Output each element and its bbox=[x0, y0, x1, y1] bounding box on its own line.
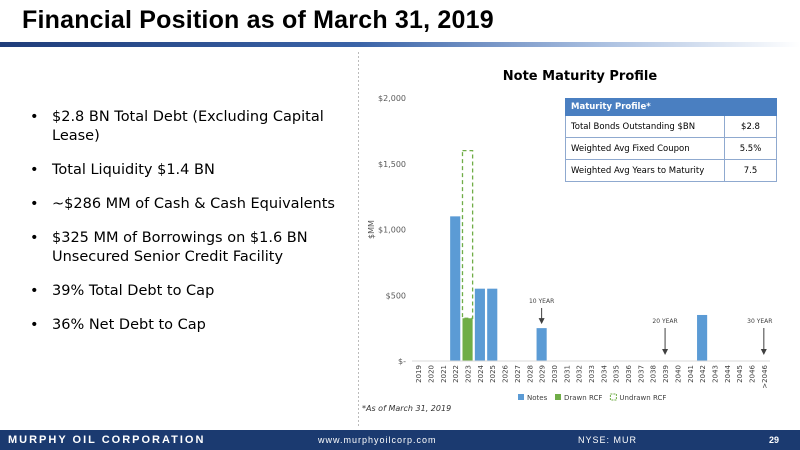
chart-title: Note Maturity Profile bbox=[503, 69, 658, 84]
maturity-profile-table: Maturity Profile* Total Bonds Outstandin… bbox=[565, 98, 777, 182]
bullet-total-debt: $2.8 BN Total Debt (Excluding Capital Le… bbox=[28, 108, 358, 146]
footer-website-link[interactable]: www.murphyoilcorp.com bbox=[318, 435, 437, 445]
table-row-label: Weighted Avg Fixed Coupon bbox=[565, 137, 725, 160]
bullet-borrowings: $325 MM of Borrowings on $1.6 BN Unsecur… bbox=[28, 229, 358, 267]
bar-notes bbox=[536, 328, 547, 361]
x-tick-label: 2042 bbox=[699, 365, 707, 383]
footer-brand: MURPHY OIL CORPORATION bbox=[8, 434, 206, 446]
table-row: Total Bonds Outstanding $BN $2.8 bbox=[565, 115, 777, 138]
y-tick-label: $500 bbox=[386, 291, 406, 300]
bar-undrawn-rcf bbox=[461, 149, 474, 319]
x-tick-label: 2027 bbox=[514, 365, 522, 383]
y-tick-label: $1,500 bbox=[378, 160, 406, 169]
y-axis-label: $MM bbox=[367, 220, 376, 239]
table-row-label: Total Bonds Outstanding $BN bbox=[565, 115, 725, 138]
y-tick-label: $- bbox=[398, 357, 406, 366]
footnote: *As of March 31, 2019 bbox=[362, 404, 452, 413]
maturity-table-header: Maturity Profile* bbox=[565, 98, 777, 116]
bar-notes bbox=[474, 288, 485, 361]
table-row-value: 5.5% bbox=[724, 137, 777, 160]
legend-label: Notes bbox=[527, 394, 548, 402]
y-tick-label: $2,000 bbox=[378, 94, 406, 103]
legend-swatch bbox=[518, 394, 524, 400]
x-tick-label: 2028 bbox=[526, 365, 534, 383]
title-divider bbox=[0, 42, 800, 47]
footer-bar: MURPHY OIL CORPORATION www.murphyoilcorp… bbox=[0, 430, 800, 450]
bullet-liquidity: Total Liquidity $1.4 BN bbox=[28, 161, 358, 180]
x-tick-label: 2033 bbox=[588, 365, 596, 383]
page-number: 29 bbox=[769, 435, 780, 445]
legend-swatch bbox=[555, 394, 561, 400]
table-row-label: Weighted Avg Years to Maturity bbox=[565, 159, 725, 182]
bullet-debt-to-cap: 39% Total Debt to Cap bbox=[28, 282, 358, 301]
x-tick-label: 2032 bbox=[576, 365, 584, 383]
x-tick-label: 2031 bbox=[563, 365, 571, 383]
x-tick-label: 2038 bbox=[650, 365, 658, 383]
bullet-cash: ~$286 MM of Cash & Cash Equivalents bbox=[28, 195, 358, 214]
x-tick-label: 2041 bbox=[687, 365, 695, 383]
table-row-value: $2.8 bbox=[724, 115, 777, 138]
x-tick-label: >2046 bbox=[761, 364, 769, 388]
x-tick-label: 2040 bbox=[674, 365, 682, 383]
x-tick-label: 2023 bbox=[465, 365, 473, 383]
annotation-label: 20 YEAR bbox=[652, 318, 677, 325]
bar-drawn-rcf bbox=[462, 318, 473, 361]
page-title: Financial Position as of March 31, 2019 bbox=[22, 6, 494, 34]
x-tick-label: 2037 bbox=[637, 365, 645, 383]
bar-notes bbox=[450, 216, 461, 361]
bullet-list: $2.8 BN Total Debt (Excluding Capital Le… bbox=[28, 108, 358, 350]
chart-divider bbox=[358, 52, 359, 427]
annotation-arrow-head bbox=[760, 349, 767, 355]
bar-notes bbox=[697, 314, 708, 361]
bar-notes bbox=[487, 288, 498, 361]
x-tick-label: 2035 bbox=[613, 365, 621, 383]
x-tick-label: 2034 bbox=[600, 364, 608, 382]
footer-ticker: NYSE: MUR bbox=[578, 435, 638, 445]
table-row: Weighted Avg Fixed Coupon 5.5% bbox=[565, 137, 777, 160]
x-tick-label: 2020 bbox=[428, 365, 436, 383]
legend-label: Drawn RCF bbox=[564, 394, 602, 402]
x-tick-label: 2025 bbox=[489, 365, 497, 383]
x-tick-label: 2039 bbox=[662, 365, 670, 383]
annotation-arrow-head bbox=[662, 349, 669, 355]
x-tick-label: 2030 bbox=[551, 365, 559, 383]
x-tick-label: 2045 bbox=[736, 365, 744, 383]
x-tick-label: 2021 bbox=[440, 365, 448, 383]
table-row: Weighted Avg Years to Maturity 7.5 bbox=[565, 159, 777, 182]
x-tick-label: 2022 bbox=[452, 365, 460, 383]
x-tick-label: 2046 bbox=[748, 364, 756, 382]
legend-label: Undrawn RCF bbox=[619, 394, 666, 402]
x-tick-label: 2036 bbox=[625, 364, 633, 382]
annotation-label: 30 YEAR bbox=[747, 318, 772, 325]
x-tick-label: 2026 bbox=[502, 364, 510, 382]
x-tick-label: 2029 bbox=[539, 365, 547, 383]
x-tick-label: 2043 bbox=[711, 365, 719, 383]
note-maturity-chart: Note Maturity Profile $- $500 $1,000 $1,500 $… bbox=[367, 69, 772, 402]
annotation-label: 10 YEAR bbox=[529, 298, 554, 305]
x-tick-label: 2044 bbox=[724, 364, 732, 382]
legend-swatch bbox=[609, 393, 617, 401]
bullet-net-debt-to-cap: 36% Net Debt to Cap bbox=[28, 316, 358, 335]
annotation-arrow-head bbox=[538, 318, 545, 325]
table-row-value: 7.5 bbox=[724, 159, 777, 182]
x-tick-label: 2019 bbox=[415, 365, 423, 383]
x-tick-label: 2024 bbox=[477, 364, 485, 382]
y-tick-label: $1,000 bbox=[378, 226, 406, 235]
